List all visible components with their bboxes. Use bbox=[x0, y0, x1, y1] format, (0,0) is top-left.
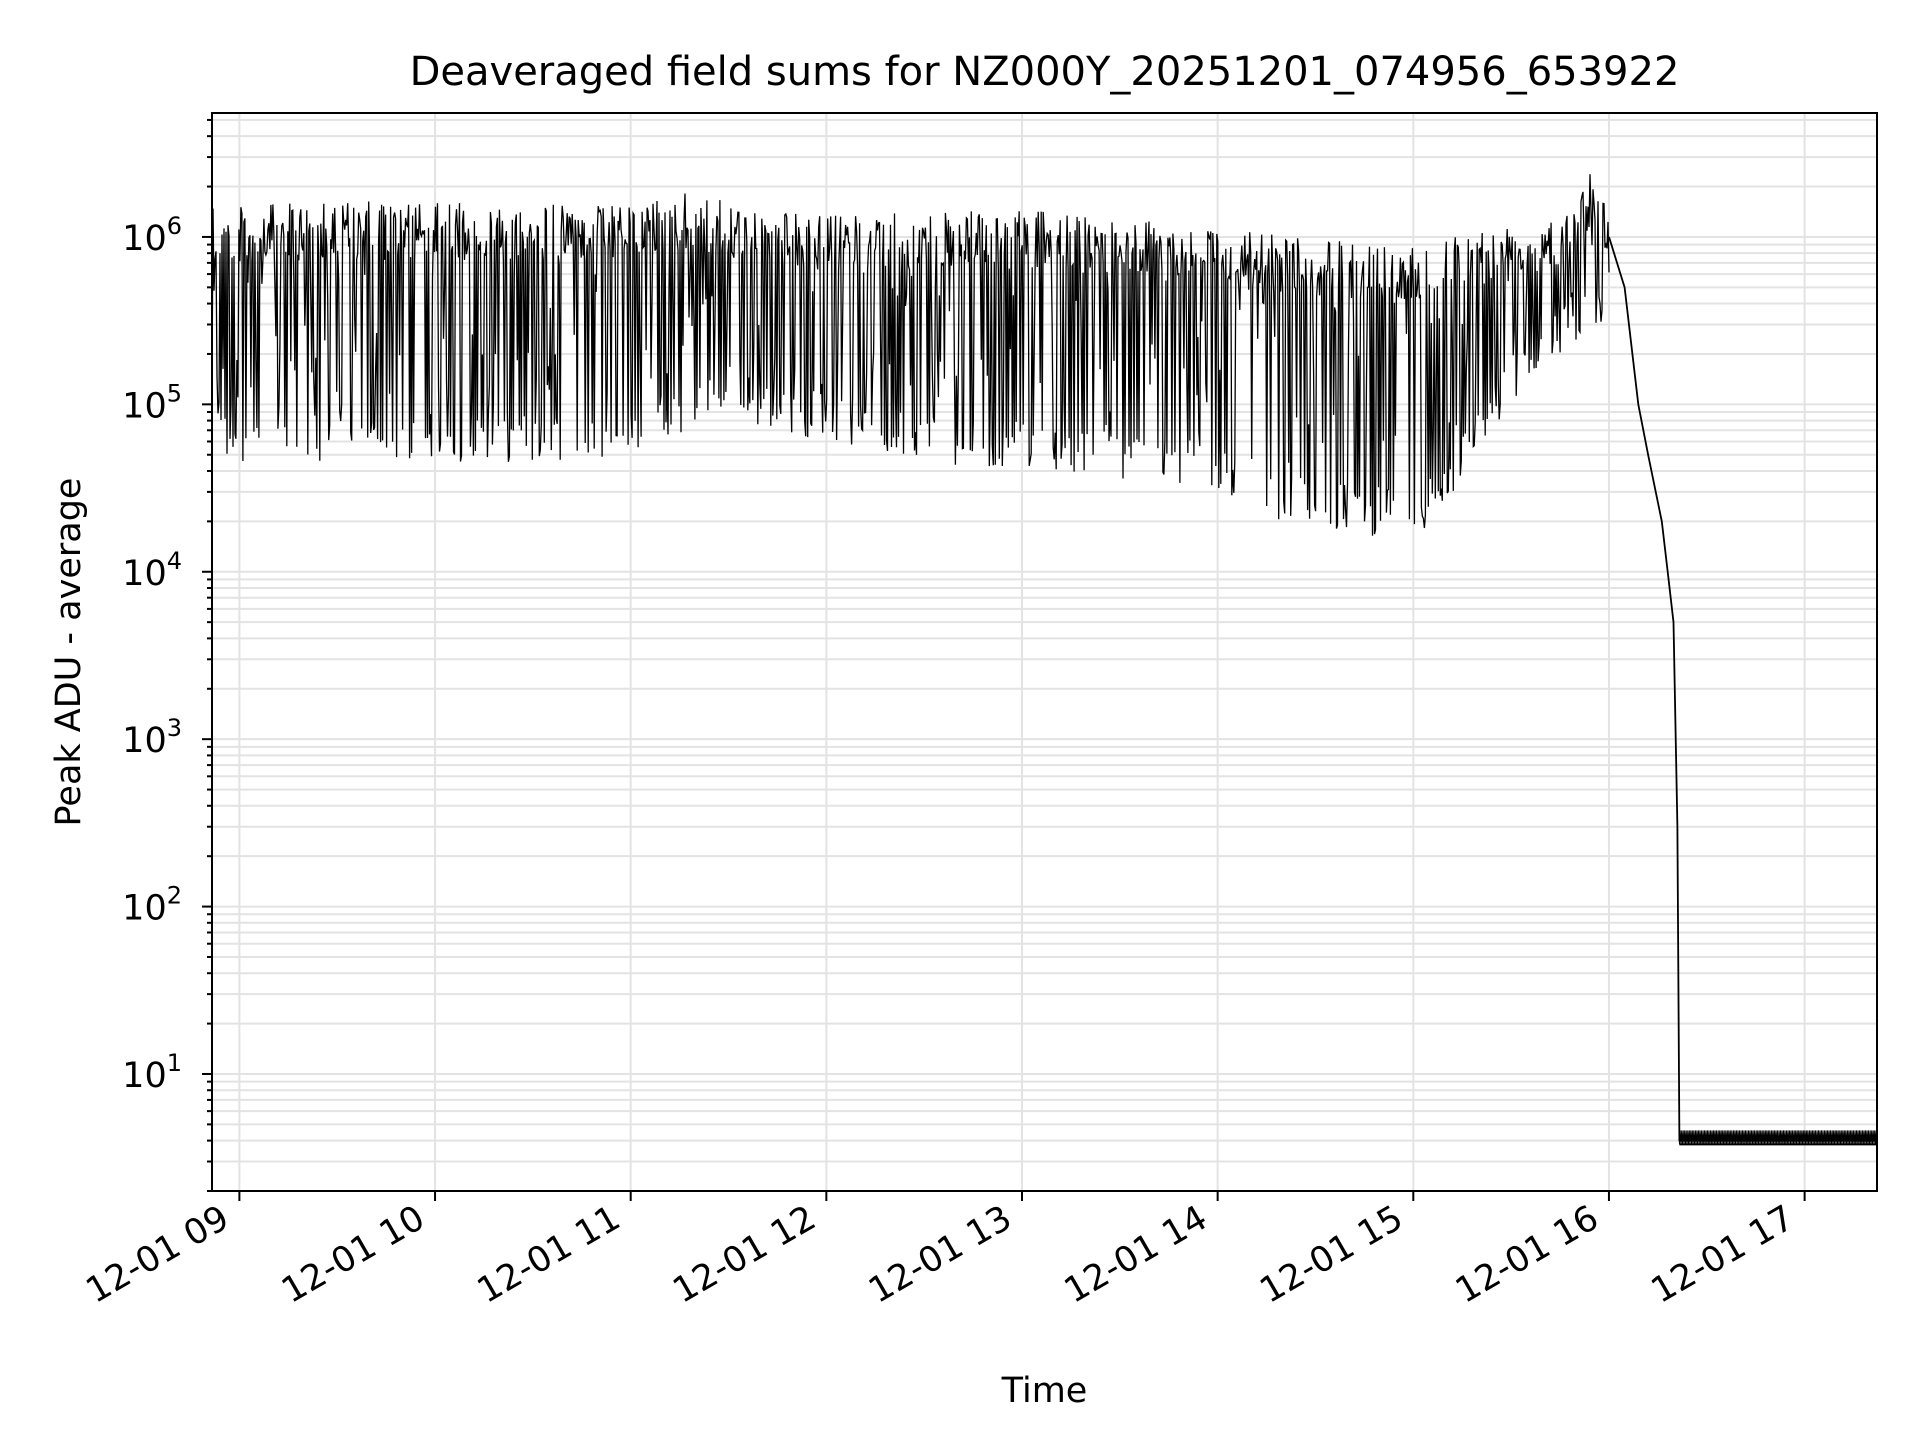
y-axis-label: Peak ADU - average bbox=[49, 478, 89, 827]
y-tick-label: 101 bbox=[122, 1049, 182, 1096]
y-tick-label: 104 bbox=[122, 547, 182, 594]
y-tick-label: 106 bbox=[122, 212, 182, 259]
x-axis-label: Time bbox=[1001, 1371, 1088, 1411]
y-tick-label: 102 bbox=[122, 882, 182, 929]
y-tick-label: 105 bbox=[122, 379, 182, 426]
plot-frame bbox=[211, 112, 1878, 1192]
series-line-tail bbox=[1608, 236, 1877, 1142]
series-layer bbox=[211, 174, 1878, 1146]
y-tick-label: 103 bbox=[122, 714, 182, 761]
series-line-main bbox=[211, 174, 1610, 536]
chart-title: Deaveraged field sums for NZ000Y_2025120… bbox=[410, 49, 1680, 95]
